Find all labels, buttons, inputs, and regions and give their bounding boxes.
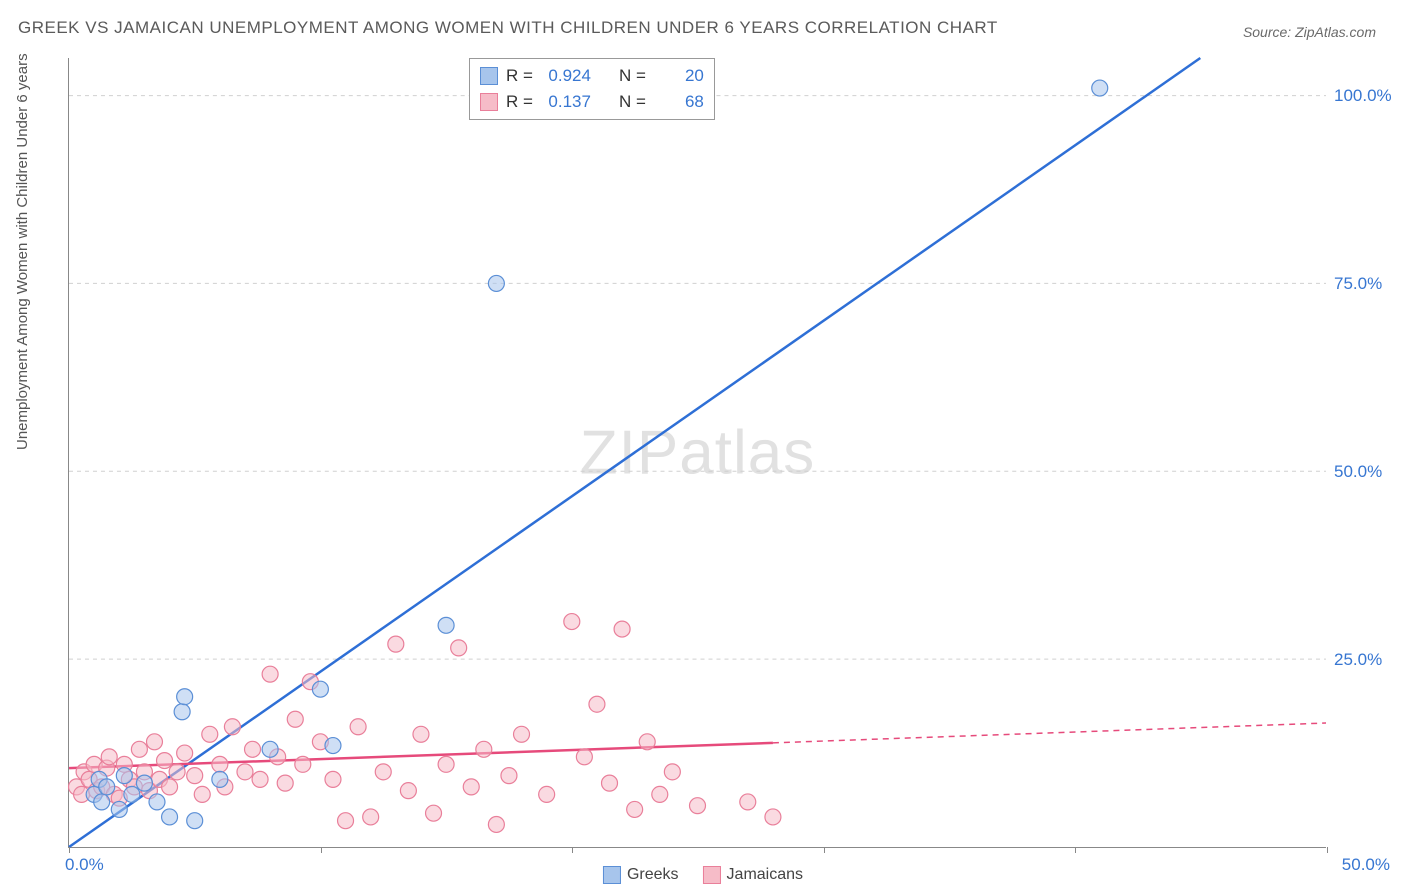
- legend-label-jamaicans: Jamaicans: [727, 866, 803, 884]
- source-attribution: Source: ZipAtlas.com: [1243, 24, 1376, 40]
- r-label: R =: [506, 63, 533, 89]
- y-axis-label: Unemployment Among Women with Children U…: [14, 53, 31, 450]
- chart-title: GREEK VS JAMAICAN UNEMPLOYMENT AMONG WOM…: [18, 18, 998, 38]
- legend-item-jamaicans: Jamaicans: [703, 866, 803, 884]
- x-tick-mark: [572, 847, 573, 853]
- legend-swatch-greeks: [603, 866, 621, 884]
- stats-row-greeks: R = 0.924 N = 20: [480, 63, 704, 89]
- n-value-jamaicans: 68: [654, 89, 704, 115]
- legend-label-greeks: Greeks: [627, 866, 679, 884]
- r-label: R =: [506, 89, 533, 115]
- y-tick-label: 100.0%: [1334, 86, 1404, 106]
- x-tick-min: 0.0%: [65, 855, 104, 875]
- x-tick-mark: [321, 847, 322, 853]
- r-value-greeks: 0.924: [541, 63, 591, 89]
- n-value-greeks: 20: [654, 63, 704, 89]
- chart-svg: [69, 58, 1326, 847]
- stats-box: R = 0.924 N = 20 R = 0.137 N = 68: [469, 58, 715, 120]
- x-tick-mark: [1327, 847, 1328, 853]
- n-label: N =: [619, 63, 646, 89]
- x-tick-mark: [69, 847, 70, 853]
- swatch-jamaicans: [480, 93, 498, 111]
- x-tick-max: 50.0%: [1342, 855, 1390, 875]
- y-tick-label: 50.0%: [1334, 462, 1404, 482]
- n-label: N =: [619, 89, 646, 115]
- legend: Greeks Jamaicans: [603, 866, 803, 884]
- legend-item-greeks: Greeks: [603, 866, 679, 884]
- swatch-greeks: [480, 67, 498, 85]
- legend-swatch-jamaicans: [703, 866, 721, 884]
- r-value-jamaicans: 0.137: [541, 89, 591, 115]
- y-tick-label: 25.0%: [1334, 650, 1404, 670]
- y-tick-label: 75.0%: [1334, 274, 1404, 294]
- x-tick-mark: [1075, 847, 1076, 853]
- x-tick-mark: [824, 847, 825, 853]
- stats-row-jamaicans: R = 0.137 N = 68: [480, 89, 704, 115]
- plot-area: ZIPatlas R = 0.924 N = 20 R = 0.137 N = …: [68, 58, 1326, 848]
